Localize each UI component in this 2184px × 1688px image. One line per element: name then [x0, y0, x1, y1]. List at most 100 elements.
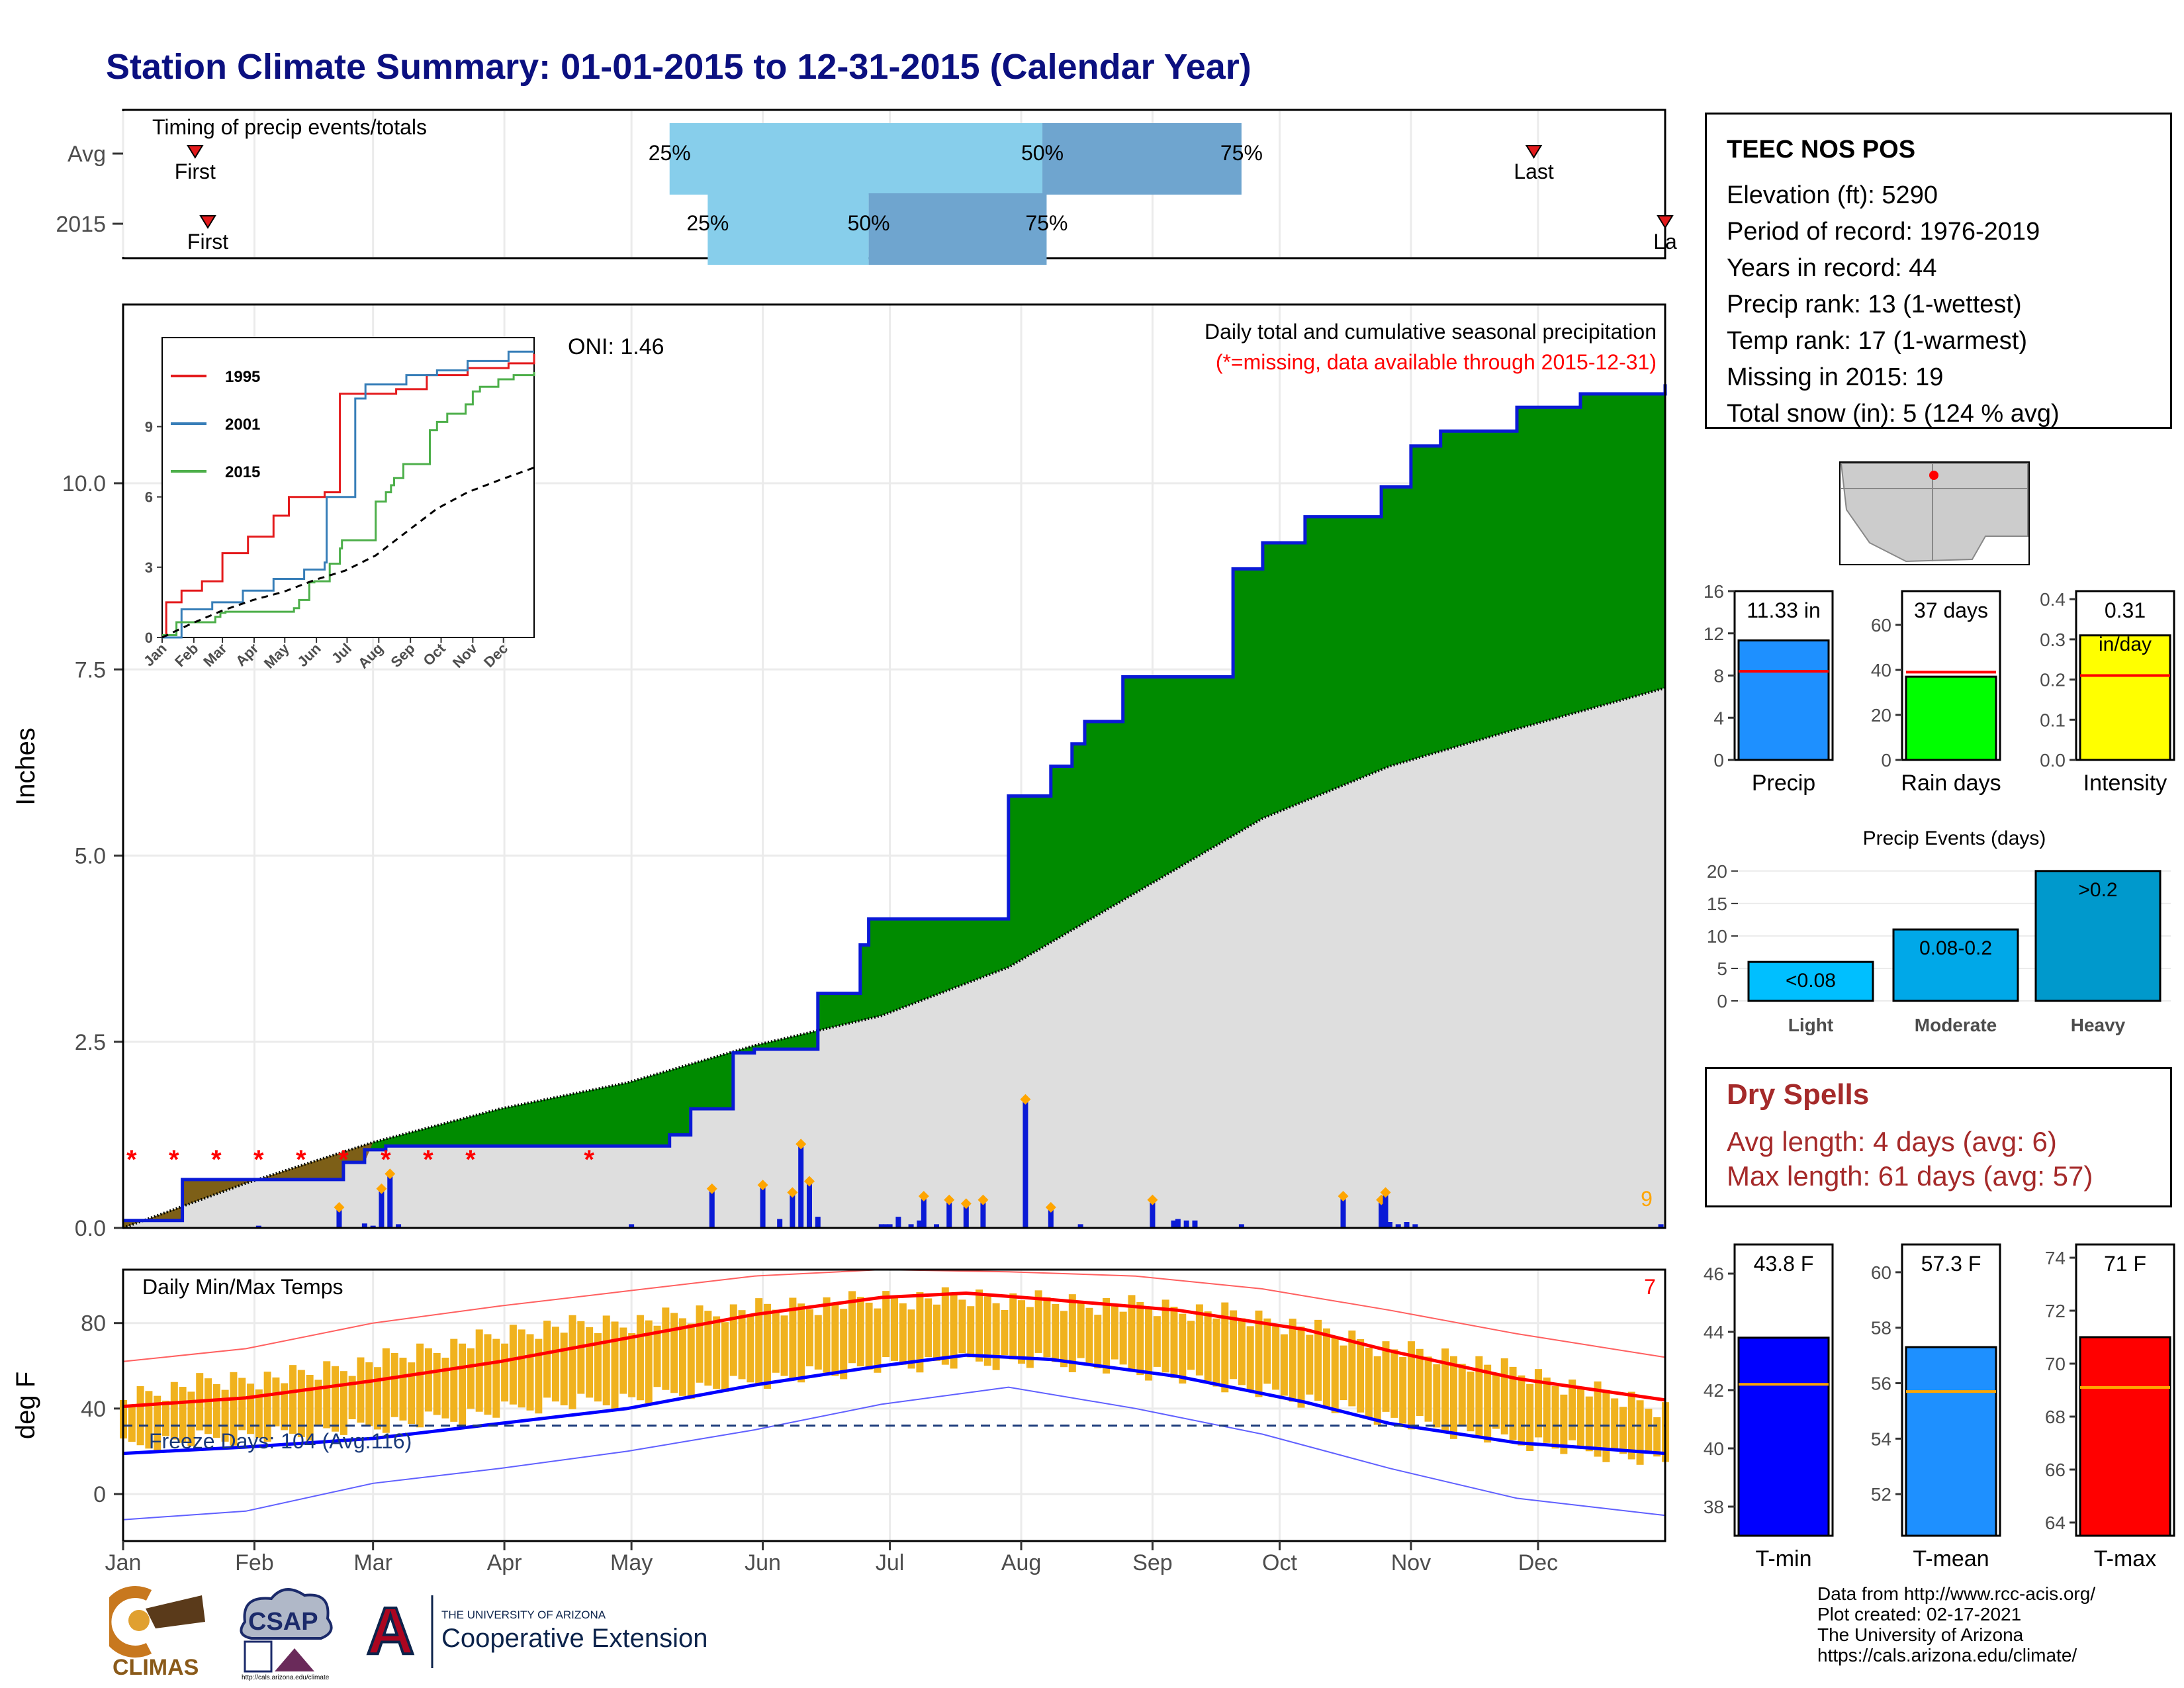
temp-daily-range-bar — [1526, 1383, 1534, 1452]
temp-daily-range-bar — [1416, 1348, 1424, 1416]
inset-legend-label: 2015 — [225, 463, 260, 481]
temp-frame — [122, 1268, 1666, 1542]
precip-daily-marker — [1338, 1191, 1349, 1201]
bar-tmin-ytick-label: 44 — [1704, 1322, 1724, 1342]
bar-tmean-category-label: T-mean — [1913, 1546, 1989, 1571]
temp-daily-range-bar — [1560, 1394, 1568, 1454]
credit-line: https://cals.arizona.edu/climate/ — [1817, 1645, 2077, 1665]
temp-daily-range-bar — [1433, 1364, 1441, 1428]
credit-line: Plot created: 02-17-2021 — [1817, 1604, 2022, 1624]
bar-precip-bar — [1737, 639, 1830, 761]
temp-daily-range-bar — [899, 1303, 907, 1365]
temp-daily-range-bar — [925, 1298, 933, 1358]
bar-intensity-value-label: 0.31 — [2105, 598, 2146, 622]
credit-line: Data from http://www.rcc-acis.org/ — [1817, 1583, 2096, 1604]
temp-daily-range-bar — [1068, 1294, 1076, 1372]
temp-daily-range-bar — [1390, 1349, 1398, 1418]
precip-daily-marker — [706, 1183, 717, 1194]
temp-daily-range-bar — [221, 1389, 229, 1442]
bar-tmax-ytick-label: 64 — [2045, 1513, 2066, 1533]
missing-day-marker: * — [423, 1145, 433, 1174]
events-ytick-label: 15 — [1707, 894, 1727, 914]
bar-precip-ytick-label: 0 — [1713, 750, 1724, 771]
bar-intensity-ytick-label: 0.1 — [2040, 710, 2066, 730]
precip-daily-marker — [918, 1191, 929, 1201]
temp-daily-range-bar — [1365, 1347, 1373, 1419]
station-name: TEEC NOS POS — [1727, 136, 1916, 164]
precip-daily-bar — [387, 1176, 393, 1228]
precip-chart-title: Daily total and cumulative seasonal prec… — [1205, 320, 1657, 344]
missing-day-marker: * — [338, 1145, 349, 1174]
bar-tmax-bar — [2079, 1336, 2171, 1537]
bar-intensity-category-label: Intensity — [2083, 771, 2167, 796]
precip-ytick-label: 2.5 — [75, 1030, 106, 1055]
temp-xtick-label: Feb — [235, 1550, 274, 1575]
bar-tmin-ytick-label: 46 — [1704, 1264, 1724, 1284]
temp-daily-range-bar — [721, 1322, 729, 1392]
precip-daily-bar — [798, 1146, 804, 1228]
inset-ytick-label: 0 — [145, 630, 153, 646]
bar-tmin-ytick-label: 42 — [1704, 1380, 1724, 1401]
temp-daily-range-bar — [128, 1405, 136, 1442]
temp-daily-range-bar — [1094, 1315, 1102, 1369]
timing-p75-label: 75% — [1025, 211, 1068, 235]
temp-daily-range-bar — [399, 1358, 407, 1421]
events-bar — [2034, 870, 2161, 1002]
temp-daily-range-bar — [1441, 1348, 1449, 1434]
precip-daily-bar — [790, 1194, 796, 1228]
inset-frame — [161, 337, 535, 638]
temp-daily-range-bar — [535, 1338, 543, 1414]
temp-daily-range-bar — [408, 1362, 416, 1425]
temp-daily-range-bar — [1034, 1290, 1042, 1353]
temp-daily-range-bar — [1060, 1311, 1068, 1368]
events-ytick-label: 20 — [1707, 861, 1727, 882]
temp-daily-range-bar — [238, 1378, 246, 1430]
precip-daily-bar — [1192, 1220, 1198, 1228]
precip-daily-marker — [944, 1194, 955, 1205]
events-ytick-label: 5 — [1717, 959, 1727, 979]
events-bar-label: <0.08 — [1786, 970, 1836, 992]
temp-daily-range-bar — [738, 1310, 746, 1380]
inset-series-line — [162, 353, 535, 639]
inset-ytick-label: 9 — [145, 418, 153, 435]
temp-daily-range-bar — [1212, 1318, 1220, 1387]
temp-daily-range-bar — [136, 1386, 144, 1446]
timing-p25-label: 25% — [686, 211, 729, 235]
temp-daily-range-bar — [967, 1306, 975, 1358]
precip-daily-bar — [336, 1209, 342, 1228]
temp-xtick-label: Dec — [1518, 1550, 1558, 1575]
temp-daily-range-bar — [441, 1358, 449, 1419]
temp-daily-range-bar — [789, 1297, 797, 1380]
missing-day-marker: * — [296, 1145, 306, 1174]
precip-daily-bar — [629, 1224, 635, 1228]
precip-daily-bar — [921, 1198, 927, 1228]
bar-raindays-ytick-label: 60 — [1871, 615, 1891, 635]
temp-xtick-label: Apr — [487, 1550, 522, 1575]
precip-ytick-label: 10.0 — [62, 471, 106, 496]
temp-daily-range-bar — [492, 1338, 500, 1418]
temp-daily-range-bar — [569, 1315, 576, 1409]
precip-daily-bar — [1383, 1194, 1388, 1228]
events-bar-label: 0.08-0.2 — [1919, 937, 1992, 959]
temp-daily-range-bar — [340, 1371, 347, 1435]
climas-logo-text: CLIMAS — [113, 1655, 199, 1680]
temp-daily-range-bar — [814, 1315, 822, 1370]
precip-daily-bar — [709, 1190, 715, 1228]
precip-daily-bar — [1379, 1201, 1385, 1228]
bar-tmean-ytick-label: 52 — [1871, 1484, 1891, 1505]
temp-daily-range-bar — [780, 1315, 788, 1376]
csap-logo-url: http://cals.arizona.edu/climate — [242, 1674, 330, 1681]
precip-ylabel: Inches — [11, 727, 40, 806]
temp-daily-range-bar — [747, 1315, 754, 1383]
temp-daily-range-bar — [1289, 1319, 1297, 1402]
bar-raindays-ytick-label: 40 — [1871, 660, 1891, 680]
temp-xtick-label: Nov — [1391, 1550, 1431, 1575]
credits: Data from http://www.rcc-acis.org/ Plot … — [1817, 1583, 2095, 1665]
timing-p50-label: 50% — [848, 211, 890, 235]
bar-tmax-ytick-label: 70 — [2045, 1354, 2066, 1374]
precip-daily-bar — [396, 1224, 402, 1228]
timing-first-label: First — [175, 160, 216, 183]
precip-daily-bar — [883, 1224, 889, 1228]
